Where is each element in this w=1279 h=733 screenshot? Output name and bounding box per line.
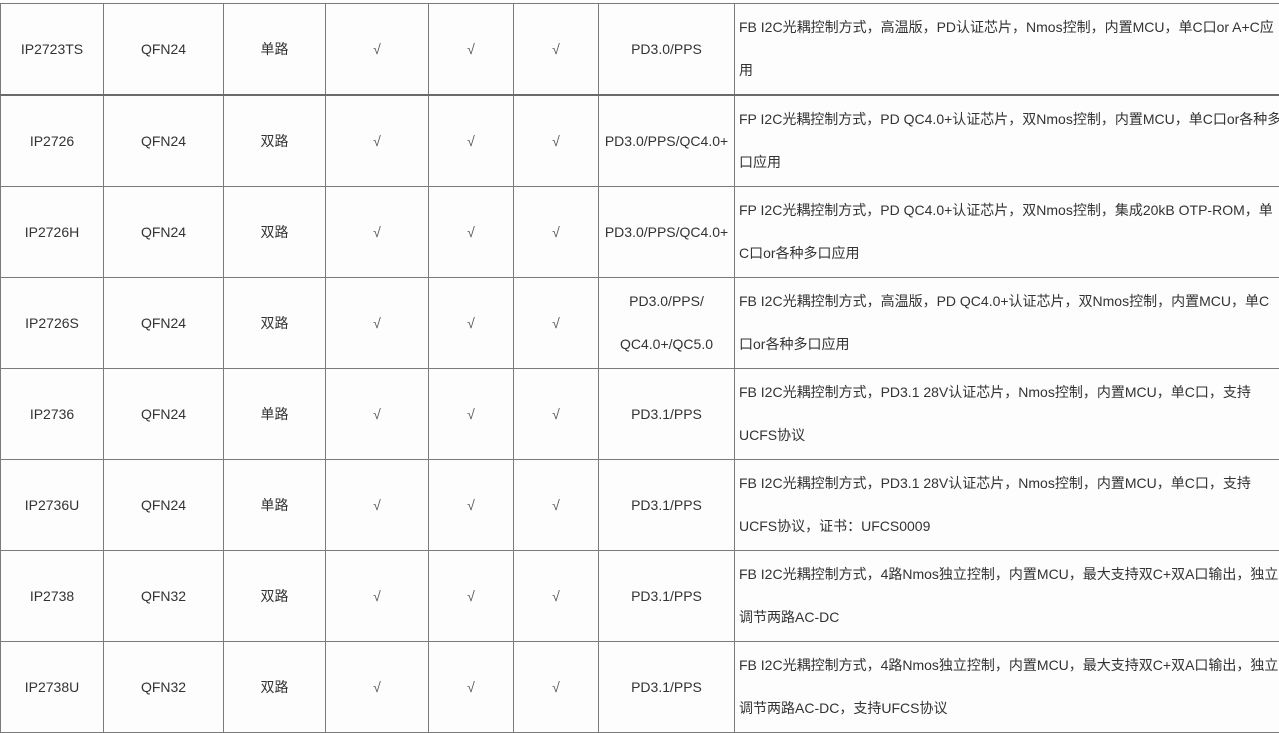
- check-cell-2: √: [429, 278, 514, 369]
- model-cell: IP2736U: [1, 460, 104, 551]
- package-cell: QFN24: [104, 278, 224, 369]
- protocol-cell: PD3.0/PPS/ QC4.0+/QC5.0: [599, 278, 735, 369]
- check-cell-1: √: [326, 4, 429, 96]
- model-cell: IP2723TS: [1, 4, 104, 96]
- check-cell-2: √: [429, 642, 514, 733]
- description-cell: FB I2C光耦控制方式，PD3.1 28V认证芯片，Nmos控制，内置MCU，…: [735, 460, 1279, 551]
- check-cell-1: √: [326, 95, 429, 187]
- check-cell-2: √: [429, 95, 514, 187]
- description-cell: FB I2C光耦控制方式，4路Nmos独立控制，内置MCU，最大支持双C+双A口…: [735, 551, 1279, 642]
- check-cell-3: √: [514, 187, 599, 278]
- check-cell-2: √: [429, 460, 514, 551]
- package-cell: QFN24: [104, 369, 224, 460]
- model-cell: IP2726H: [1, 187, 104, 278]
- channels-cell: 单路: [224, 460, 326, 551]
- model-cell: IP2726: [1, 95, 104, 187]
- description-cell: FB I2C光耦控制方式，4路Nmos独立控制，内置MCU，最大支持双C+双A口…: [735, 642, 1279, 733]
- description-cell: FB I2C光耦控制方式，高温版，PD认证芯片，Nmos控制，内置MCU，单C口…: [735, 4, 1279, 96]
- check-cell-1: √: [326, 460, 429, 551]
- channels-cell: 单路: [224, 369, 326, 460]
- check-cell-2: √: [429, 551, 514, 642]
- channels-cell: 双路: [224, 642, 326, 733]
- protocol-cell: PD3.0/PPS/QC4.0+: [599, 95, 735, 187]
- protocol-cell: PD3.1/PPS: [599, 460, 735, 551]
- protocol-cell: PD3.0/PPS/QC4.0+: [599, 187, 735, 278]
- check-cell-3: √: [514, 642, 599, 733]
- check-cell-2: √: [429, 187, 514, 278]
- package-cell: QFN24: [104, 95, 224, 187]
- description-cell: FP I2C光耦控制方式，PD QC4.0+认证芯片，双Nmos控制，内置MCU…: [735, 95, 1279, 187]
- check-cell-1: √: [326, 642, 429, 733]
- package-cell: QFN24: [104, 460, 224, 551]
- check-cell-3: √: [514, 369, 599, 460]
- check-cell-3: √: [514, 95, 599, 187]
- channels-cell: 双路: [224, 551, 326, 642]
- check-cell-1: √: [326, 278, 429, 369]
- model-cell: IP2726S: [1, 278, 104, 369]
- check-cell-1: √: [326, 551, 429, 642]
- check-cell-1: √: [326, 187, 429, 278]
- check-cell-2: √: [429, 4, 514, 96]
- protocol-cell: PD3.1/PPS: [599, 551, 735, 642]
- description-cell: FB I2C光耦控制方式，PD3.1 28V认证芯片，Nmos控制，内置MCU，…: [735, 369, 1279, 460]
- check-cell-3: √: [514, 551, 599, 642]
- package-cell: QFN32: [104, 551, 224, 642]
- check-cell-1: √: [326, 369, 429, 460]
- protocol-cell: PD3.1/PPS: [599, 369, 735, 460]
- description-cell: FP I2C光耦控制方式，PD QC4.0+认证芯片，双Nmos控制，集成20k…: [735, 187, 1279, 278]
- description-cell: FB I2C光耦控制方式，高温版，PD QC4.0+认证芯片，双Nmos控制，内…: [735, 278, 1279, 369]
- check-cell-2: √: [429, 369, 514, 460]
- package-cell: QFN24: [104, 187, 224, 278]
- package-cell: QFN24: [104, 4, 224, 96]
- channels-cell: 双路: [224, 278, 326, 369]
- channels-cell: 单路: [224, 4, 326, 96]
- channels-cell: 双路: [224, 95, 326, 187]
- channels-cell: 双路: [224, 187, 326, 278]
- check-cell-3: √: [514, 4, 599, 96]
- package-cell: QFN32: [104, 642, 224, 733]
- check-cell-3: √: [514, 278, 599, 369]
- model-cell: IP2736: [1, 369, 104, 460]
- check-cell-3: √: [514, 460, 599, 551]
- protocol-cell: PD3.0/PPS: [599, 4, 735, 96]
- model-cell: IP2738: [1, 551, 104, 642]
- protocol-cell: PD3.1/PPS: [599, 642, 735, 733]
- model-cell: IP2738U: [1, 642, 104, 733]
